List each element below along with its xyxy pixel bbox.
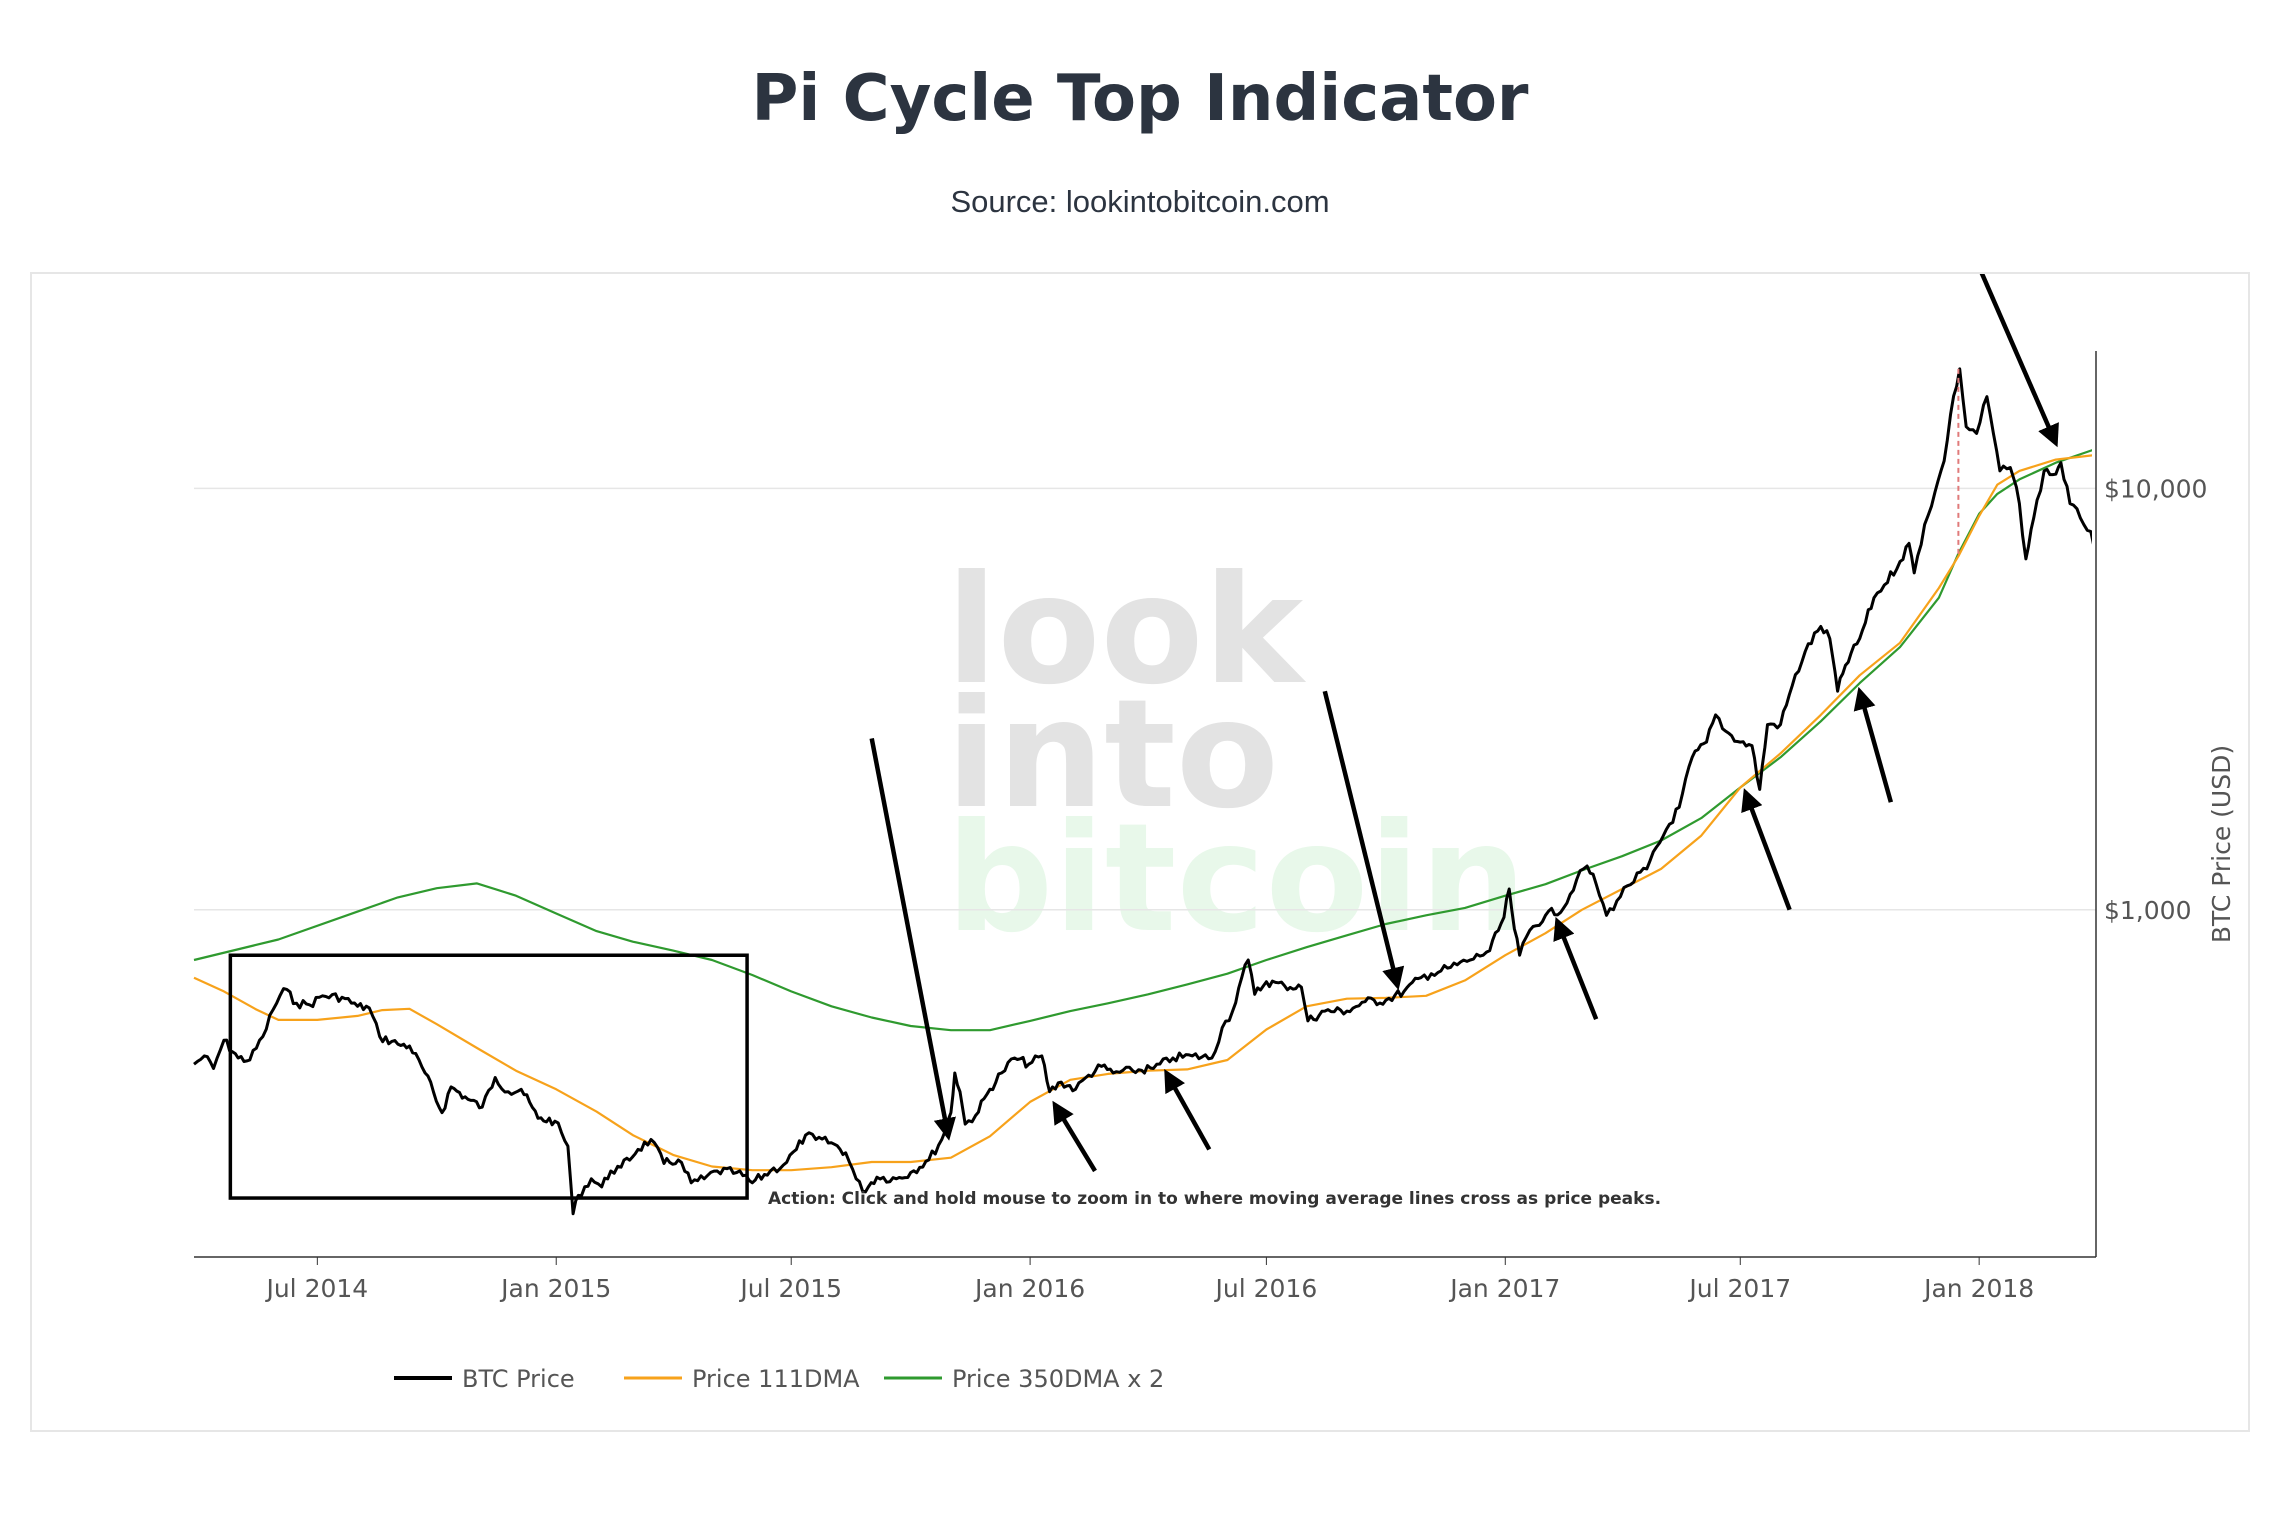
annotation-arrow [1979,274,2059,448]
highlight-box [228,953,749,1200]
gridlines [194,487,2096,911]
y-tick-label: $1,000 [2104,896,2191,925]
ma111-line[interactable] [193,454,2096,1172]
annotation-arrow [1164,1069,1212,1151]
annotation-arrow [1741,788,1792,911]
chart-subtitle: Source: lookintobitcoin.com [950,184,1330,219]
x-tick-label: Jul 2015 [738,1274,842,1303]
x-tick-labels: Jul 2014 Jan 2015 Jul 2015 Jan 2016 Jul 2016… [264,1257,2034,1303]
legend-item-btc-price[interactable]: BTC Price [394,1365,575,1393]
legend-item-111dma[interactable]: Price 111DMA [624,1365,860,1393]
annotation-arrow [869,738,956,1141]
x-tick-label: Jul 2017 [1687,1274,1791,1303]
watermark-into: into [946,668,1279,842]
x-tick-label: Jan 2017 [1448,1274,1560,1303]
page-title: Pi Cycle Top Indicator [751,62,1529,136]
zoom-instruction: Action: Click and hold mouse to zoom in … [768,1189,1661,1209]
legend-item-350dma[interactable]: Price 350DMA x 2 [884,1365,1164,1393]
arrows [869,274,2059,1173]
x-tick-label: Jul 2016 [1214,1274,1318,1303]
x-tick-label: Jul 2014 [264,1274,368,1303]
x-tick-label: Jan 2015 [499,1274,611,1303]
ma350x2-line[interactable] [193,449,2096,1032]
watermark-look: look [946,544,1307,718]
chart-panel[interactable]: look into bitcoin Jul 2014 Jan 2015 Jul 20… [30,272,2250,1432]
btc-price-line[interactable] [193,367,2096,1216]
x-tick-label: Jan 2018 [1922,1274,2034,1303]
legend-label-350dma: Price 350DMA x 2 [952,1365,1164,1393]
axes [194,351,2097,1258]
legend[interactable]: BTC Price Price 111DMA Price 350DMA x 2 [394,1365,1164,1393]
x-tick-label: Jan 2016 [973,1274,1085,1303]
y-tick-label: $10,000 [2104,474,2207,503]
watermark-bitcoin: bitcoin [946,792,1527,966]
legend-label-111dma: Price 111DMA [692,1365,860,1393]
highlight-rect [228,953,749,1200]
pi-cycle-chart[interactable]: look into bitcoin Jul 2014 Jan 2015 Jul 20… [32,274,2252,1434]
annotation-arrow [1052,1100,1097,1173]
y-axis-label: BTC Price (USD) [2207,745,2236,943]
watermark: look into bitcoin [946,544,1527,966]
annotation-arrow [1322,690,1405,991]
annotation-arrow [1853,686,1894,803]
annotation-arrow [1553,916,1599,1021]
y-tick-labels: $1,000 $10,000 [2104,474,2207,924]
legend-label-btc: BTC Price [462,1365,575,1393]
series [193,367,2096,1216]
